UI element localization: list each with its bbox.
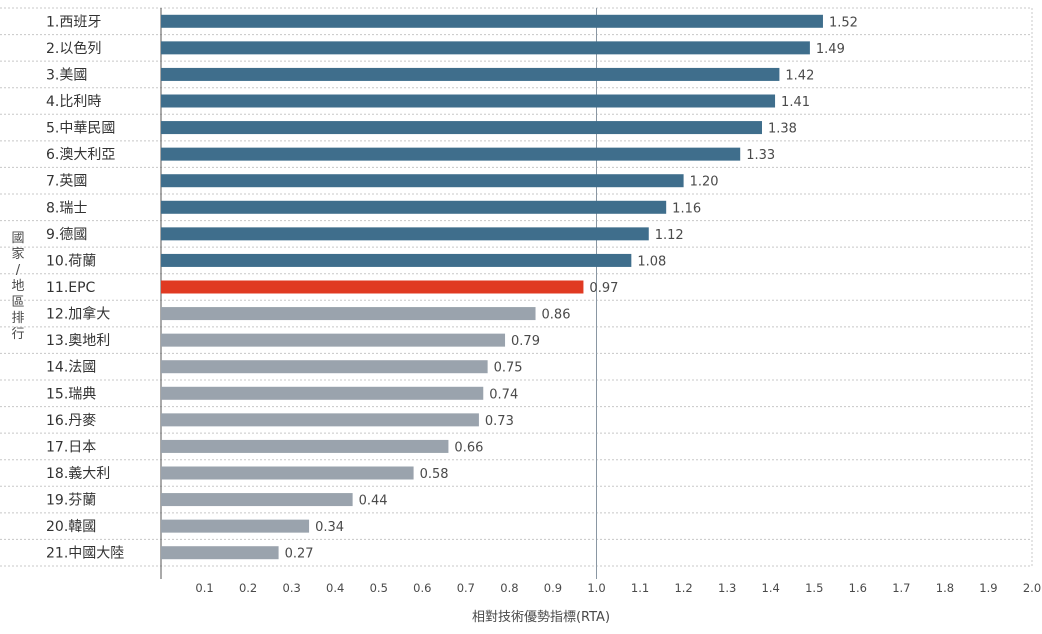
y-axis-title-char: 國 xyxy=(11,231,24,246)
bar xyxy=(161,519,310,533)
x-tick-label: 1.2 xyxy=(674,581,692,595)
y-axis-title-char: / xyxy=(16,263,21,278)
y-axis-title-char: 地 xyxy=(11,279,24,294)
x-tick-label: 1.8 xyxy=(936,581,954,595)
x-tick-label: 0.4 xyxy=(326,581,344,595)
category-label: 16.丹麥 xyxy=(46,413,96,429)
x-tick-label: 0.5 xyxy=(370,581,388,595)
value-label: 1.41 xyxy=(781,95,810,110)
bar xyxy=(161,413,479,427)
category-label: 6.澳大利亞 xyxy=(46,147,115,163)
category-label: 10.荷蘭 xyxy=(46,253,96,269)
bars-layer xyxy=(161,14,823,560)
category-label: 11.EPC xyxy=(46,280,96,296)
category-label: 14.法國 xyxy=(46,360,96,376)
bar xyxy=(161,546,279,560)
x-tick-label: 0.2 xyxy=(239,581,257,595)
value-label: 0.27 xyxy=(285,547,314,562)
x-tick-label: 0.3 xyxy=(283,581,301,595)
value-label: 1.16 xyxy=(672,201,701,216)
x-axis-title: 相對技術優勢指標(RTA) xyxy=(472,610,610,625)
labels-layer: 0.1 0.2 0.3 0.4 0.5 0.6 0.7 0.8 0.9 1.0 1.1 1.2 1.3 1… xyxy=(46,14,1041,595)
value-label: 0.66 xyxy=(454,440,483,455)
bar xyxy=(161,280,584,294)
value-label: 1.49 xyxy=(816,42,845,57)
bar xyxy=(161,41,810,55)
bar xyxy=(161,200,667,214)
bar xyxy=(161,333,506,347)
category-label: 5.中華民國 xyxy=(46,121,115,137)
category-label: 8.瑞士 xyxy=(46,200,87,216)
x-tick-label: 0.8 xyxy=(500,581,518,595)
category-label: 21.中國大陸 xyxy=(46,546,124,562)
x-tick-label: 0.1 xyxy=(195,581,213,595)
bar xyxy=(161,67,780,81)
x-tick-label: 1.1 xyxy=(631,581,649,595)
x-tick-label: 1.3 xyxy=(718,581,736,595)
bar xyxy=(161,360,488,374)
x-tick-label: 1.6 xyxy=(849,581,867,595)
x-tick-label: 0.7 xyxy=(457,581,475,595)
category-label: 19.芬蘭 xyxy=(46,493,96,509)
y-axis-title-char: 家 xyxy=(11,246,24,262)
value-label: 0.75 xyxy=(494,361,523,376)
value-label: 1.52 xyxy=(829,15,858,30)
value-label: 1.38 xyxy=(768,122,797,137)
category-label: 12.加拿大 xyxy=(46,306,110,323)
category-label: 9.德國 xyxy=(46,227,87,243)
category-label: 7.英國 xyxy=(46,173,87,190)
value-label: 0.44 xyxy=(359,494,388,509)
value-label: 1.08 xyxy=(637,254,666,269)
value-label: 0.74 xyxy=(489,387,518,402)
category-label: 20.韓國 xyxy=(46,519,96,535)
bar xyxy=(161,466,414,480)
category-label: 17.日本 xyxy=(46,439,96,455)
y-axis-title-char: 排 xyxy=(11,311,24,326)
value-label: 1.42 xyxy=(785,68,814,83)
x-tick-label: 1.4 xyxy=(762,581,780,595)
category-label: 1.西班牙 xyxy=(46,14,101,30)
x-tick-label: 1.9 xyxy=(979,581,997,595)
value-label: 0.58 xyxy=(420,467,449,482)
x-tick-label: 0.9 xyxy=(544,581,562,595)
bar xyxy=(161,386,484,400)
bar xyxy=(161,253,632,267)
x-tick-label: 1.0 xyxy=(587,581,605,595)
bar xyxy=(161,439,449,453)
bar xyxy=(161,227,649,241)
bar xyxy=(161,147,741,161)
category-label: 18.義大利 xyxy=(46,465,110,482)
value-label: 1.33 xyxy=(746,148,775,163)
value-label: 1.12 xyxy=(655,228,684,243)
y-axis-title-char: 行 xyxy=(11,327,24,342)
value-label: 0.97 xyxy=(589,281,618,296)
category-label: 13.奧地利 xyxy=(46,333,110,349)
bar xyxy=(161,493,353,507)
category-label: 15.瑞典 xyxy=(46,386,96,402)
category-label: 4.比利時 xyxy=(46,94,101,110)
value-label: 1.20 xyxy=(690,175,719,190)
x-tick-label: 1.5 xyxy=(805,581,823,595)
value-label: 0.79 xyxy=(511,334,540,349)
bar xyxy=(161,307,536,321)
x-tick-label: 1.7 xyxy=(892,581,910,595)
x-tick-label: 0.6 xyxy=(413,581,431,595)
bar xyxy=(161,174,684,188)
category-label: 3.美國 xyxy=(46,67,87,83)
y-axis-title: 國家/地區排行 xyxy=(11,231,24,342)
category-label: 2.以色列 xyxy=(46,40,101,57)
value-label: 0.73 xyxy=(485,414,514,429)
value-label: 0.86 xyxy=(542,308,571,323)
value-label: 0.34 xyxy=(315,520,344,535)
y-axis-title-char: 區 xyxy=(11,295,24,310)
bar xyxy=(161,14,823,28)
x-tick-label: 2.0 xyxy=(1023,581,1041,595)
bar xyxy=(161,94,776,108)
bar xyxy=(161,121,762,135)
